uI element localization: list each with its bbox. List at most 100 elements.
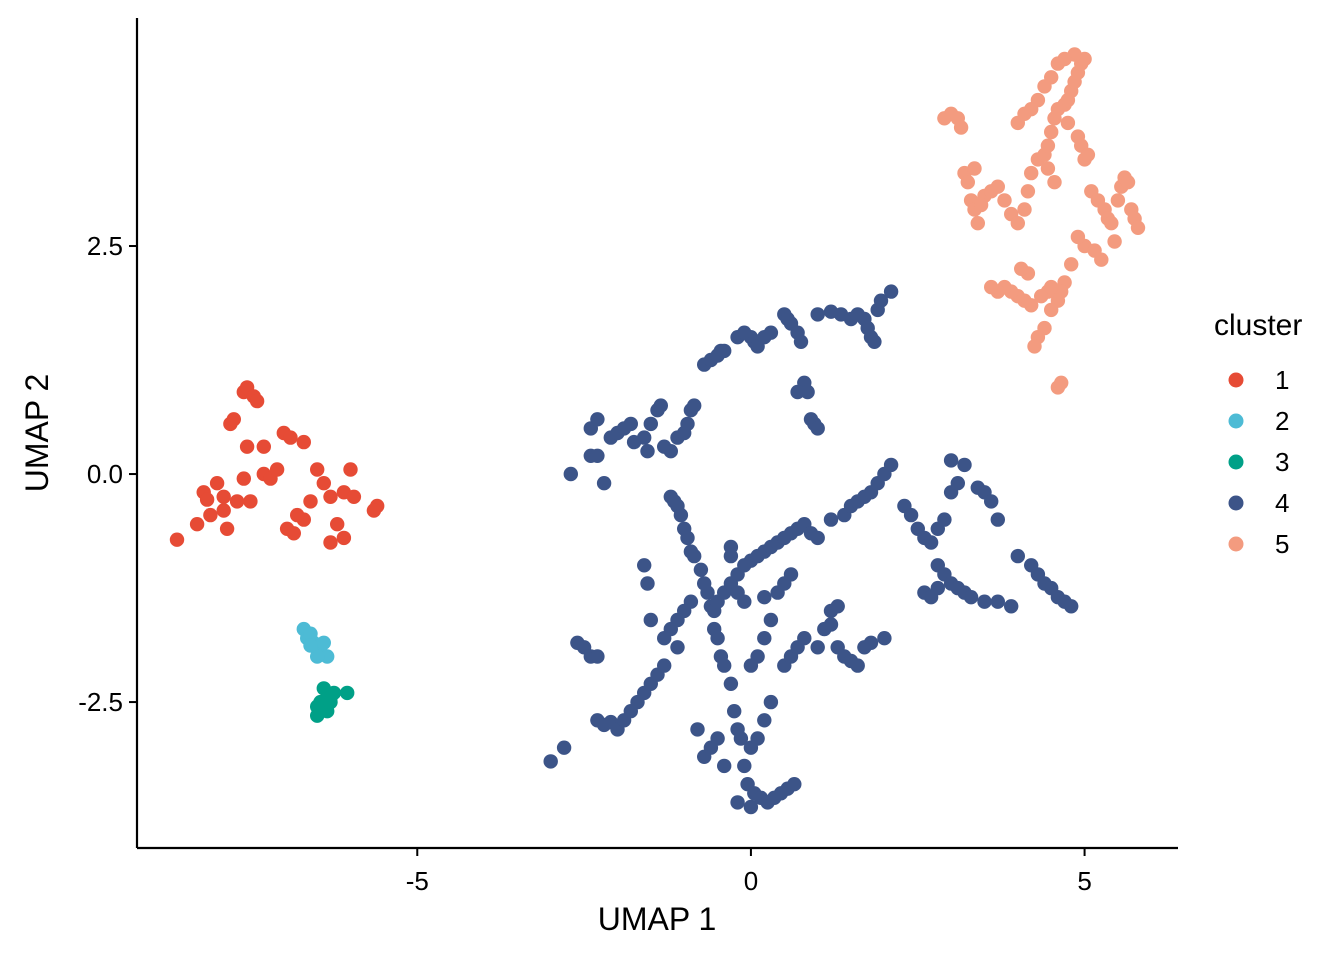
point-cluster-5 — [1023, 165, 1039, 181]
point-cluster-4 — [883, 457, 899, 473]
axes-layer — [135, 18, 1178, 850]
point-cluster-4 — [743, 658, 759, 673]
point-cluster-4 — [717, 658, 732, 673]
point-cluster-4 — [763, 325, 779, 340]
point-cluster-4 — [990, 594, 1005, 609]
point-cluster-5 — [1044, 124, 1059, 140]
point-cluster-1 — [239, 439, 255, 454]
point-cluster-2 — [303, 626, 318, 641]
point-cluster-1 — [209, 476, 225, 491]
point-cluster-4 — [680, 416, 695, 432]
point-cluster-4 — [793, 334, 809, 349]
point-cluster-4 — [640, 444, 655, 459]
point-cluster-1 — [323, 489, 338, 504]
point-cluster-1 — [189, 517, 205, 532]
point-cluster-1 — [290, 507, 305, 523]
point-cluster-4 — [957, 457, 972, 473]
point-cluster-4 — [590, 448, 605, 463]
y-ticks: -2.5 0.0 2.5 — [78, 231, 137, 717]
point-cluster-1 — [286, 526, 301, 541]
point-cluster-4 — [750, 731, 765, 746]
y-tick-label: -2.5 — [78, 687, 123, 717]
point-cluster-4 — [810, 640, 825, 655]
point-cluster-4 — [710, 631, 725, 646]
point-cluster-4 — [680, 530, 695, 546]
point-cluster-4 — [737, 594, 752, 609]
point-cluster-1 — [256, 439, 271, 454]
series-3-group — [310, 681, 355, 723]
point-cluster-5 — [997, 193, 1012, 208]
point-cluster-4 — [923, 535, 939, 550]
point-cluster-4 — [637, 430, 652, 445]
series-2-group — [296, 621, 335, 664]
point-cluster-4 — [690, 722, 705, 737]
point-cluster-5 — [1104, 216, 1119, 231]
point-cluster-5 — [1107, 234, 1122, 249]
point-cluster-1 — [199, 492, 215, 507]
point-cluster-5 — [1040, 161, 1056, 176]
point-cluster-4 — [810, 307, 825, 322]
point-cluster-5 — [1087, 243, 1102, 258]
point-cluster-5 — [1050, 56, 1066, 71]
legend-key-1 — [1228, 372, 1244, 388]
point-cluster-4 — [810, 421, 825, 436]
point-cluster-5 — [1070, 229, 1086, 245]
point-cluster-2 — [303, 638, 318, 653]
point-cluster-2 — [316, 635, 331, 650]
legend-label-4: 4 — [1275, 488, 1289, 518]
point-cluster-1 — [336, 530, 352, 546]
point-cluster-4 — [640, 576, 655, 591]
point-cluster-1 — [283, 430, 298, 445]
point-cluster-4 — [543, 754, 558, 769]
point-cluster-4 — [1010, 548, 1025, 564]
point-cluster-1 — [346, 489, 362, 504]
points-layer — [169, 47, 1146, 815]
point-cluster-1 — [229, 494, 245, 509]
legend-key-4 — [1228, 495, 1244, 511]
point-cluster-4 — [663, 621, 678, 637]
x-tick-label: -5 — [406, 866, 429, 896]
point-cluster-5 — [1027, 339, 1042, 354]
point-cluster-5 — [973, 197, 989, 213]
point-cluster-3 — [323, 694, 338, 710]
point-cluster-4 — [697, 749, 712, 764]
y-tick-label: 0.0 — [87, 459, 123, 489]
point-cluster-4 — [823, 512, 839, 527]
point-cluster-4 — [657, 658, 672, 673]
point-cluster-4 — [810, 530, 825, 546]
point-cluster-4 — [873, 293, 889, 308]
point-cluster-4 — [1004, 599, 1019, 614]
point-cluster-4 — [763, 694, 779, 710]
point-cluster-4 — [687, 548, 702, 564]
legend-key-2 — [1228, 413, 1244, 429]
point-cluster-5 — [1044, 302, 1059, 318]
point-cluster-4 — [563, 466, 578, 482]
point-cluster-5 — [1064, 257, 1079, 272]
point-cluster-4 — [723, 548, 739, 564]
point-cluster-4 — [903, 507, 919, 523]
point-cluster-1 — [269, 462, 285, 477]
point-cluster-1 — [310, 462, 325, 477]
point-cluster-1 — [203, 507, 218, 523]
legend-label-2: 2 — [1275, 406, 1289, 436]
point-cluster-4 — [693, 562, 709, 577]
point-cluster-4 — [590, 412, 605, 427]
point-cluster-1 — [296, 434, 311, 450]
point-cluster-4 — [730, 795, 745, 810]
point-cluster-4 — [556, 740, 572, 755]
series-4-group — [543, 284, 1079, 815]
legend-label-3: 3 — [1275, 447, 1289, 477]
point-cluster-4 — [687, 398, 702, 413]
point-cluster-4 — [850, 658, 865, 673]
point-cluster-4 — [700, 585, 715, 600]
point-cluster-5 — [960, 175, 975, 190]
point-cluster-4 — [717, 343, 732, 359]
point-cluster-5 — [1010, 216, 1025, 231]
point-cluster-1 — [323, 535, 338, 550]
series-1-group — [169, 380, 385, 550]
point-cluster-1 — [303, 494, 318, 509]
point-cluster-4 — [863, 635, 879, 650]
x-ticks: -5 0 5 — [406, 848, 1092, 896]
point-cluster-4 — [867, 334, 882, 349]
point-cluster-4 — [673, 507, 689, 523]
